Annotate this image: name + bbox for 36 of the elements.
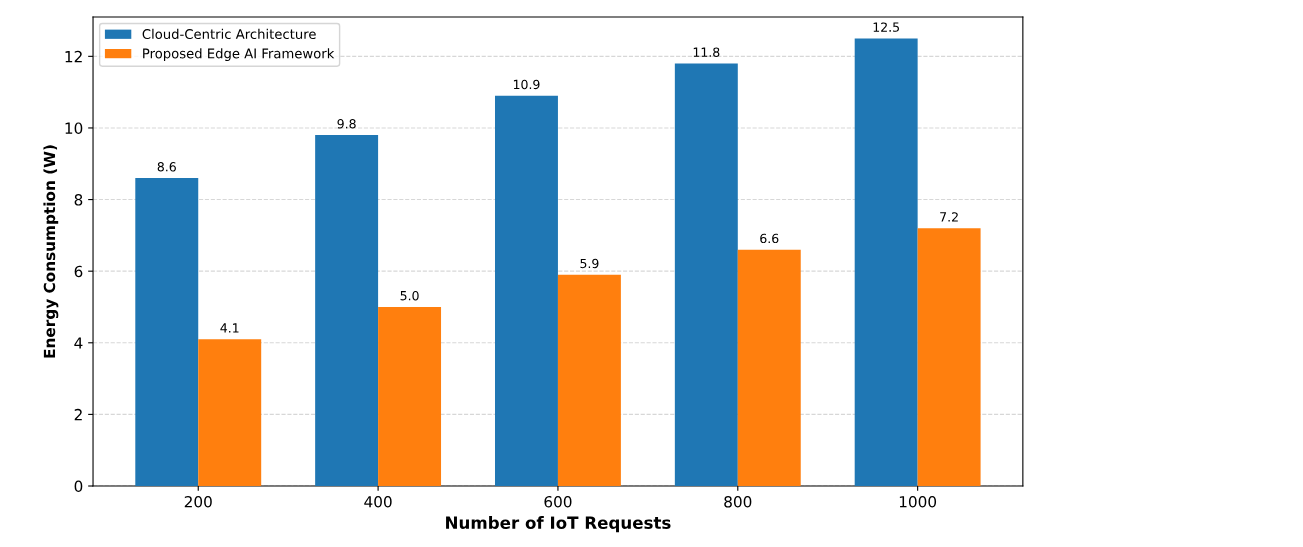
y-tick-label: 12 bbox=[65, 50, 82, 63]
data-label: 10.9 bbox=[513, 79, 540, 90]
x-tick-label: 1000 bbox=[899, 496, 937, 508]
bar bbox=[557, 274, 621, 487]
legend-label: Proposed Edge AI Framework bbox=[143, 48, 335, 61]
y-tick-label: 10 bbox=[65, 122, 83, 134]
y-tick-label: 6 bbox=[74, 265, 83, 278]
bar bbox=[854, 38, 918, 487]
legend-label: Cloud-Centric Architecture bbox=[142, 28, 316, 40]
x-tick-label: 400 bbox=[364, 496, 392, 508]
bar bbox=[135, 178, 199, 487]
x-tick-label: 200 bbox=[184, 496, 212, 508]
bar bbox=[198, 339, 262, 487]
bar bbox=[917, 228, 981, 487]
data-label: 8.6 bbox=[157, 162, 176, 172]
data-label: 12.5 bbox=[873, 22, 899, 32]
bar bbox=[378, 306, 442, 487]
bar bbox=[674, 63, 738, 487]
data-label: 5.0 bbox=[400, 290, 419, 301]
data-label: 9.8 bbox=[337, 119, 356, 129]
x-axis-title: Number of IoT Requests bbox=[446, 516, 671, 533]
y-tick-label: 0 bbox=[74, 480, 83, 493]
data-label: 7.2 bbox=[940, 212, 958, 222]
bar bbox=[495, 95, 558, 487]
y-tick-label: 8 bbox=[74, 194, 83, 206]
bar bbox=[315, 135, 379, 487]
y-tick-label: 2 bbox=[74, 408, 82, 421]
bar bbox=[737, 249, 801, 487]
data-label: 5.9 bbox=[580, 258, 599, 269]
data-label: 4.1 bbox=[220, 323, 239, 333]
y-axis-title: Energy Consumption (W) bbox=[43, 145, 59, 358]
x-tick-label: 600 bbox=[544, 496, 572, 508]
x-tick-label: 800 bbox=[724, 496, 752, 508]
y-tick-label: 4 bbox=[74, 337, 83, 349]
data-label: 11.8 bbox=[693, 47, 720, 57]
data-label: 6.6 bbox=[760, 233, 779, 244]
